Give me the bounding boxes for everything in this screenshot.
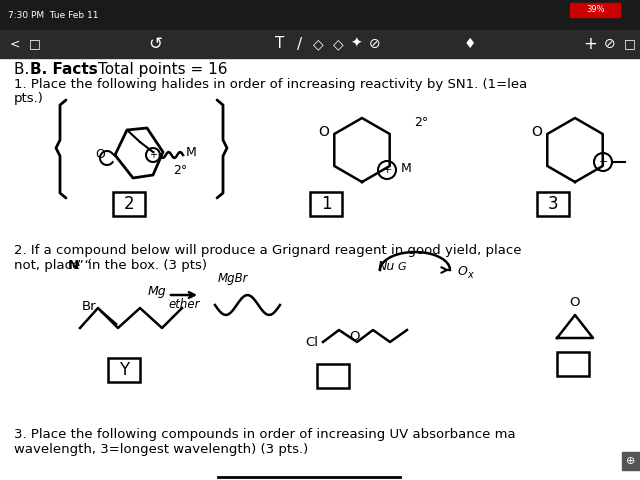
Text: ” in the box. (3 pts): ” in the box. (3 pts) xyxy=(77,259,207,272)
Text: O: O xyxy=(319,125,330,139)
Bar xyxy=(0,30,640,58)
Text: ◇: ◇ xyxy=(313,37,323,51)
Text: Y: Y xyxy=(119,361,129,379)
Text: ◇: ◇ xyxy=(333,37,343,51)
Text: 1. Place the following halides in order of increasing reactivity by SN1. (1=lea: 1. Place the following halides in order … xyxy=(14,78,527,91)
Text: not, place “: not, place “ xyxy=(14,259,92,272)
Bar xyxy=(0,0,640,30)
Text: 7:30 PM  Tue Feb 11: 7:30 PM Tue Feb 11 xyxy=(8,11,99,20)
Text: □: □ xyxy=(624,37,636,50)
Text: MgBr: MgBr xyxy=(218,272,248,285)
Text: ether: ether xyxy=(168,298,200,311)
Text: □: □ xyxy=(29,37,41,50)
Text: 1: 1 xyxy=(321,195,332,213)
Text: T: T xyxy=(275,36,285,51)
Text: ⊕: ⊕ xyxy=(627,456,636,466)
Text: +: + xyxy=(382,165,392,175)
Text: x: x xyxy=(467,270,473,280)
Text: /: / xyxy=(298,36,303,51)
Text: B. Facts: B. Facts xyxy=(30,62,98,77)
Text: ♦: ♦ xyxy=(464,37,476,51)
Text: : Total points = 16: : Total points = 16 xyxy=(88,62,227,77)
Text: Cl: Cl xyxy=(305,336,318,348)
Text: N: N xyxy=(68,259,79,272)
Text: ✦: ✦ xyxy=(350,37,362,51)
Text: wavelength, 3=longest wavelength) (3 pts.): wavelength, 3=longest wavelength) (3 pts… xyxy=(14,443,308,456)
Text: Mg: Mg xyxy=(148,285,166,298)
Text: M: M xyxy=(401,161,412,175)
Text: 2°: 2° xyxy=(414,116,428,129)
Text: O: O xyxy=(458,265,468,278)
Text: O: O xyxy=(95,148,105,161)
Text: G: G xyxy=(398,262,406,272)
Text: ⊘: ⊘ xyxy=(604,37,616,51)
Text: ↺: ↺ xyxy=(148,35,162,53)
Text: pts.): pts.) xyxy=(14,92,44,105)
Text: 3: 3 xyxy=(548,195,558,213)
Text: O: O xyxy=(570,296,580,309)
Text: +: + xyxy=(149,150,157,160)
Text: <: < xyxy=(10,37,20,50)
Text: 3. Place the following compounds in order of increasing UV absorbance ma: 3. Place the following compounds in orde… xyxy=(14,428,516,441)
Text: O: O xyxy=(349,331,360,344)
Text: +: + xyxy=(598,157,608,167)
Text: 2. If a compound below will produce a Grignard reagent in good yield, place: 2. If a compound below will produce a Gr… xyxy=(14,244,522,257)
Text: 39%: 39% xyxy=(587,5,605,14)
Text: O: O xyxy=(532,125,543,139)
Text: Nu: Nu xyxy=(378,260,396,273)
Text: M: M xyxy=(186,146,196,159)
Bar xyxy=(570,3,620,17)
Text: ⊘: ⊘ xyxy=(369,37,381,51)
Bar xyxy=(622,452,640,470)
Text: 2: 2 xyxy=(124,195,134,213)
Text: Br: Br xyxy=(82,300,97,313)
Text: 2°: 2° xyxy=(173,164,188,177)
Text: +: + xyxy=(583,35,597,53)
Text: B.: B. xyxy=(14,62,35,77)
